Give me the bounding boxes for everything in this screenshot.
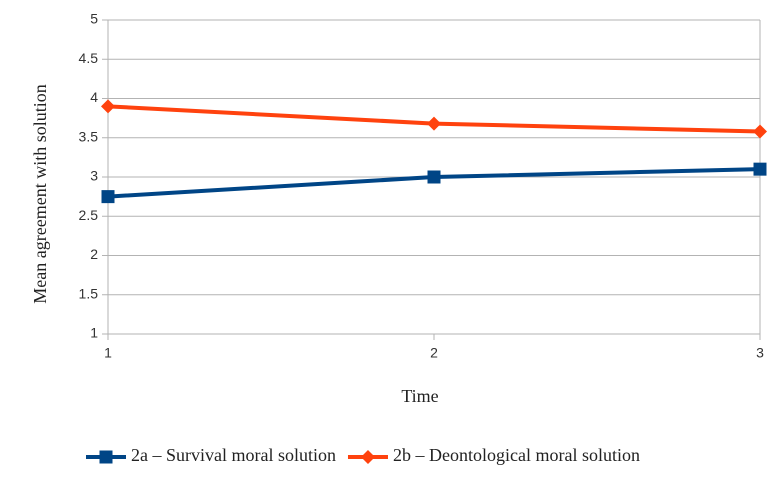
y-tick-label: 3.5 [79,128,99,144]
x-tick-label: 1 [104,345,112,361]
y-tick-label: 4.5 [79,50,99,66]
data-point [427,170,441,184]
data-point [753,124,767,139]
y-tick-label: 2 [90,246,98,262]
y-tick-label: 4 [90,89,98,105]
legend-label: 2b – Deontological moral solution [393,445,640,465]
x-tick-label: 2 [430,345,438,361]
y-tick-label: 1.5 [79,285,99,301]
legend-label: 2a – Survival moral solution [131,445,336,465]
data-point [753,162,767,176]
legend-marker [360,450,375,464]
y-tick-label: 2.5 [79,207,99,223]
x-axis-title: Time [401,386,438,406]
data-point [101,190,115,204]
data-point [427,116,441,131]
y-tick-label: 5 [90,11,98,27]
legend-marker [99,450,113,464]
x-tick-label: 3 [756,345,764,361]
y-axis-title: Mean agreement with solution [30,84,50,303]
y-tick-label: 3 [90,168,98,184]
data-point [101,99,115,114]
y-tick-label: 1 [90,325,98,341]
